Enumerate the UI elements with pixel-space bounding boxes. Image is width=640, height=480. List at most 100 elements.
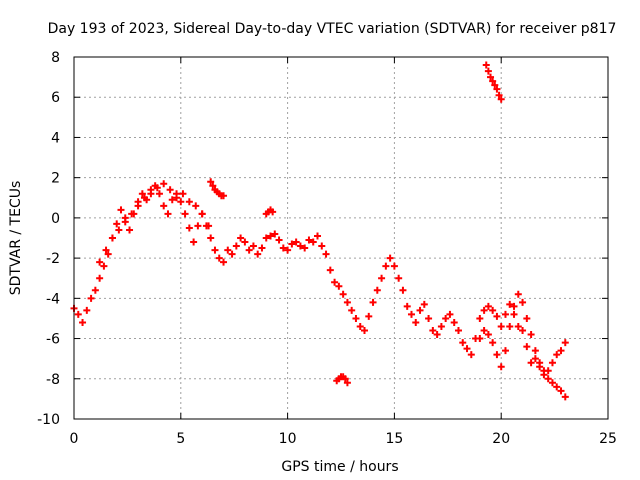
data-point xyxy=(343,379,351,387)
data-point xyxy=(553,383,561,391)
data-point xyxy=(501,347,509,355)
data-point xyxy=(369,298,377,306)
y-axis-label: SDTVAR / TECUs xyxy=(8,181,24,296)
data-point xyxy=(220,192,228,200)
y-tick-label: 2 xyxy=(51,171,60,187)
x-tick-label: 15 xyxy=(385,431,403,447)
data-point xyxy=(510,310,518,318)
data-point xyxy=(365,312,373,320)
data-point xyxy=(544,375,552,383)
data-point xyxy=(87,294,95,302)
data-point xyxy=(523,343,531,351)
data-point xyxy=(536,359,544,367)
data-point xyxy=(548,359,556,367)
data-point xyxy=(341,375,349,383)
data-point xyxy=(437,322,445,330)
data-point xyxy=(185,198,193,206)
data-point xyxy=(489,339,497,347)
data-point xyxy=(314,232,322,240)
data-point xyxy=(519,298,527,306)
data-point xyxy=(220,258,228,266)
data-point xyxy=(207,234,215,242)
data-point xyxy=(205,222,213,230)
data-point xyxy=(403,302,411,310)
series-upper-branch xyxy=(96,180,213,266)
x-tick-label: 10 xyxy=(279,431,297,447)
data-point xyxy=(335,282,343,290)
data-point xyxy=(399,286,407,294)
data-point xyxy=(258,244,266,252)
gridlines xyxy=(74,57,608,419)
data-point xyxy=(177,198,185,206)
data-point xyxy=(305,236,313,244)
y-tick-label: 0 xyxy=(51,211,60,227)
data-point xyxy=(74,310,82,318)
data-point xyxy=(489,306,497,314)
data-point xyxy=(241,238,249,246)
data-point xyxy=(192,202,200,210)
data-point xyxy=(209,182,217,190)
y-tick-label: -4 xyxy=(46,291,60,307)
data-point xyxy=(390,262,398,270)
data-point xyxy=(262,234,270,242)
data-point xyxy=(348,306,356,314)
data-point xyxy=(442,314,450,322)
x-axis-label: GPS time / hours xyxy=(281,459,398,475)
data-point xyxy=(331,278,339,286)
data-point xyxy=(179,190,187,198)
chart-title: Day 193 of 2023, Sidereal Day-to-day VTE… xyxy=(48,21,617,37)
series-tail-branch xyxy=(476,290,569,401)
data-point xyxy=(487,73,495,81)
data-point xyxy=(292,238,300,246)
data-point xyxy=(386,254,394,262)
data-point xyxy=(416,306,424,314)
data-point xyxy=(429,327,437,335)
data-point xyxy=(288,240,296,248)
y-tick-label: -10 xyxy=(37,412,60,428)
data-point xyxy=(153,184,161,192)
data-point xyxy=(553,351,561,359)
data-point xyxy=(493,85,501,93)
data-point xyxy=(480,327,488,335)
data-point xyxy=(484,302,492,310)
data-point xyxy=(284,246,292,254)
data-point xyxy=(497,95,505,103)
data-point xyxy=(407,310,415,318)
data-point xyxy=(489,77,497,85)
data-point xyxy=(301,244,309,252)
data-point xyxy=(476,314,484,322)
data-point xyxy=(395,274,403,282)
data-point xyxy=(343,298,351,306)
data-points xyxy=(70,61,569,401)
data-point xyxy=(495,91,503,99)
data-point xyxy=(446,310,454,318)
data-point xyxy=(190,238,198,246)
y-tick-label: 4 xyxy=(51,130,60,146)
data-point xyxy=(126,226,134,234)
data-point xyxy=(459,339,467,347)
data-point xyxy=(322,250,330,258)
data-point xyxy=(113,220,121,228)
data-point xyxy=(482,61,490,69)
data-point xyxy=(506,322,514,330)
data-point xyxy=(164,210,172,218)
data-point xyxy=(254,250,262,258)
data-point xyxy=(147,190,155,198)
data-point xyxy=(356,322,364,330)
data-point xyxy=(249,242,257,250)
data-point xyxy=(506,300,514,308)
data-point xyxy=(491,81,499,89)
data-point xyxy=(232,242,240,250)
x-tick-label: 20 xyxy=(492,431,510,447)
data-point xyxy=(420,300,428,308)
data-point xyxy=(267,232,275,240)
y-tick-label: -6 xyxy=(46,332,60,348)
series-isolated-3 xyxy=(262,206,277,218)
data-point xyxy=(540,367,548,375)
data-point xyxy=(514,290,522,298)
data-point xyxy=(168,196,176,204)
data-point xyxy=(211,246,219,254)
data-point xyxy=(108,234,116,242)
data-point xyxy=(181,210,189,218)
data-point xyxy=(561,339,569,347)
